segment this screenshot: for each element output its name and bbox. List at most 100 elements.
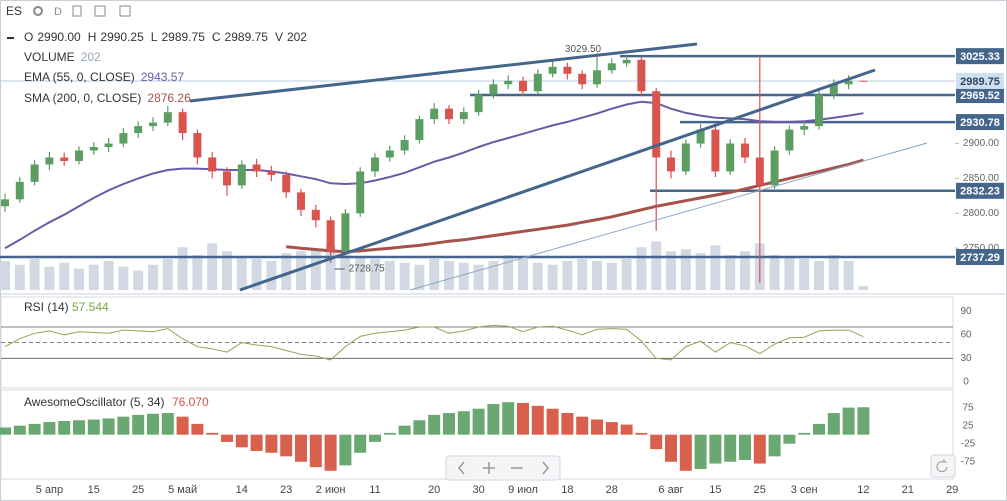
scroll-left[interactable] <box>458 461 465 475</box>
y-tick-label: 25 <box>962 420 974 431</box>
candle-body <box>489 84 498 95</box>
candle-body <box>859 80 868 82</box>
ao-bar <box>620 424 633 435</box>
icon[interactable] <box>72 5 82 17</box>
candle-body <box>89 147 98 151</box>
volume-bar <box>577 258 588 290</box>
ao-bar <box>443 413 455 435</box>
ao-bar <box>753 434 766 464</box>
ao-bar <box>413 420 426 435</box>
candle-body <box>474 94 483 113</box>
ao-bar <box>132 414 145 435</box>
x-tick-label: 11 <box>369 484 380 496</box>
candle-body <box>400 140 409 151</box>
ao-bar <box>58 420 71 435</box>
ao-bar <box>147 413 159 435</box>
header-key: L <box>151 30 158 44</box>
ao-bar <box>324 434 337 471</box>
interval[interactable]: D <box>54 6 62 18</box>
ao-bar <box>531 405 544 435</box>
candle-body <box>681 143 690 172</box>
candle-body <box>607 63 616 71</box>
ao-bar <box>650 434 663 450</box>
reset-icon <box>936 459 948 473</box>
ao-bar <box>842 407 855 435</box>
volume-bar <box>192 255 203 290</box>
legend-value: 202 <box>81 50 101 64</box>
low-label: 2728.75 <box>349 264 386 275</box>
volume-bar <box>621 258 632 290</box>
legend-value: 2876.26 <box>147 91 191 105</box>
ao-bar <box>398 425 411 435</box>
candle-body <box>149 122 157 127</box>
x-tick-label: 25 <box>132 484 144 496</box>
zoom-in[interactable] <box>483 462 495 474</box>
y-tick-label: -75 <box>961 456 976 467</box>
last-price-label: 2989.75 <box>960 76 1000 88</box>
candle-body <box>371 157 379 172</box>
volume-bar <box>680 249 691 290</box>
settings-icon[interactable] <box>33 6 43 16</box>
volume-bar <box>177 247 188 290</box>
candle-body <box>60 157 69 161</box>
candle-body <box>563 66 572 74</box>
volume-bar <box>799 258 810 290</box>
ao-bar <box>176 416 189 435</box>
reset-button[interactable] <box>930 454 956 478</box>
candle-body <box>755 157 764 186</box>
ma-line <box>4 100 864 250</box>
candle-body <box>829 84 838 95</box>
trendline[interactable] <box>409 142 928 291</box>
candle-body <box>163 112 172 123</box>
ao-bar <box>235 434 248 448</box>
navigation <box>445 454 956 481</box>
legend-name: SMA (200, 0, CLOSE) <box>24 91 141 105</box>
ao-bar <box>191 423 204 435</box>
ao-bar <box>768 434 781 457</box>
volume-bar <box>59 262 70 290</box>
ao-bar <box>280 434 293 457</box>
candle-body <box>104 143 113 148</box>
candle-body <box>45 157 54 165</box>
ao-bar <box>517 402 529 435</box>
icon[interactable] <box>119 5 131 17</box>
y-tick-label: 0 <box>963 376 969 387</box>
level-label-box <box>956 249 1004 266</box>
ao-bar <box>546 408 559 435</box>
volume-bar <box>592 260 602 290</box>
volume-bar <box>784 256 795 290</box>
icon[interactable] <box>94 5 106 17</box>
candle-body <box>800 126 809 130</box>
level-label: 2930.78 <box>960 117 1000 129</box>
ao-bar <box>576 416 589 435</box>
candle-body <box>119 133 128 144</box>
scroll-right[interactable] <box>542 461 549 475</box>
trendline[interactable] <box>239 68 876 292</box>
volume-bar <box>88 264 99 290</box>
level-label-box <box>956 182 1004 199</box>
trendline[interactable] <box>189 42 698 103</box>
candle-body <box>844 80 853 85</box>
volume-bar <box>207 243 218 290</box>
ao-bar <box>102 418 115 435</box>
x-tick-label: 29 <box>946 484 958 496</box>
volume-bar <box>458 262 469 290</box>
ao-bar <box>28 423 41 435</box>
volume-bar <box>44 266 55 290</box>
candle-body <box>430 108 439 120</box>
header-key: O <box>24 30 33 44</box>
panel-value: 57.544 <box>72 300 109 314</box>
x-tick-label: 2 июн <box>316 484 346 496</box>
ao-bar <box>487 404 500 435</box>
volume-bar <box>340 255 351 290</box>
x-tick-label: 28 <box>606 484 618 496</box>
ao-bar <box>561 413 574 435</box>
x-tick-label: 14 <box>236 484 248 496</box>
candle-body <box>519 80 527 92</box>
last-price-box <box>956 72 1004 89</box>
symbol[interactable]: ES <box>6 4 22 18</box>
candle-body <box>311 209 320 221</box>
ao-bar <box>798 432 811 435</box>
y-tick-label: 75 <box>962 402 974 413</box>
candle-body <box>815 94 823 127</box>
